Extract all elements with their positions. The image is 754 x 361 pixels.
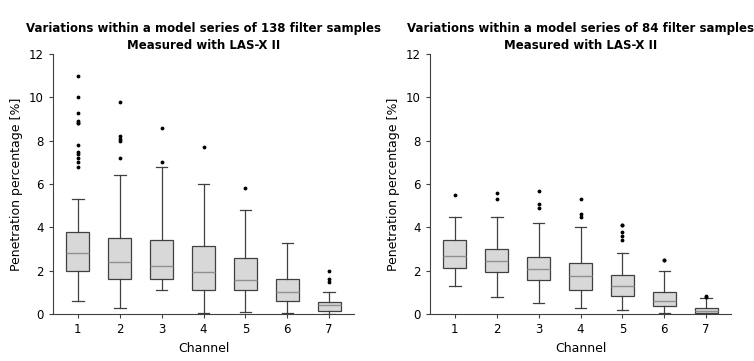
PathPatch shape <box>694 308 718 313</box>
PathPatch shape <box>486 249 508 272</box>
PathPatch shape <box>527 257 550 280</box>
PathPatch shape <box>192 246 215 290</box>
PathPatch shape <box>611 275 634 296</box>
Title: Variations within a model series of 138 filter samples
Measured with LAS-X II: Variations within a model series of 138 … <box>26 22 381 52</box>
Y-axis label: Penetration percentage [%]: Penetration percentage [%] <box>388 97 400 271</box>
Y-axis label: Penetration percentage [%]: Penetration percentage [%] <box>11 97 23 271</box>
PathPatch shape <box>234 258 257 290</box>
PathPatch shape <box>150 240 173 279</box>
X-axis label: Channel: Channel <box>178 342 229 355</box>
X-axis label: Channel: Channel <box>555 342 606 355</box>
PathPatch shape <box>443 240 467 268</box>
PathPatch shape <box>109 238 131 279</box>
PathPatch shape <box>317 302 341 311</box>
PathPatch shape <box>66 232 90 271</box>
PathPatch shape <box>276 279 299 301</box>
PathPatch shape <box>569 263 592 290</box>
Title: Variations within a model series of 84 filter samples
Measured with LAS-X II: Variations within a model series of 84 f… <box>407 22 754 52</box>
PathPatch shape <box>653 292 676 306</box>
